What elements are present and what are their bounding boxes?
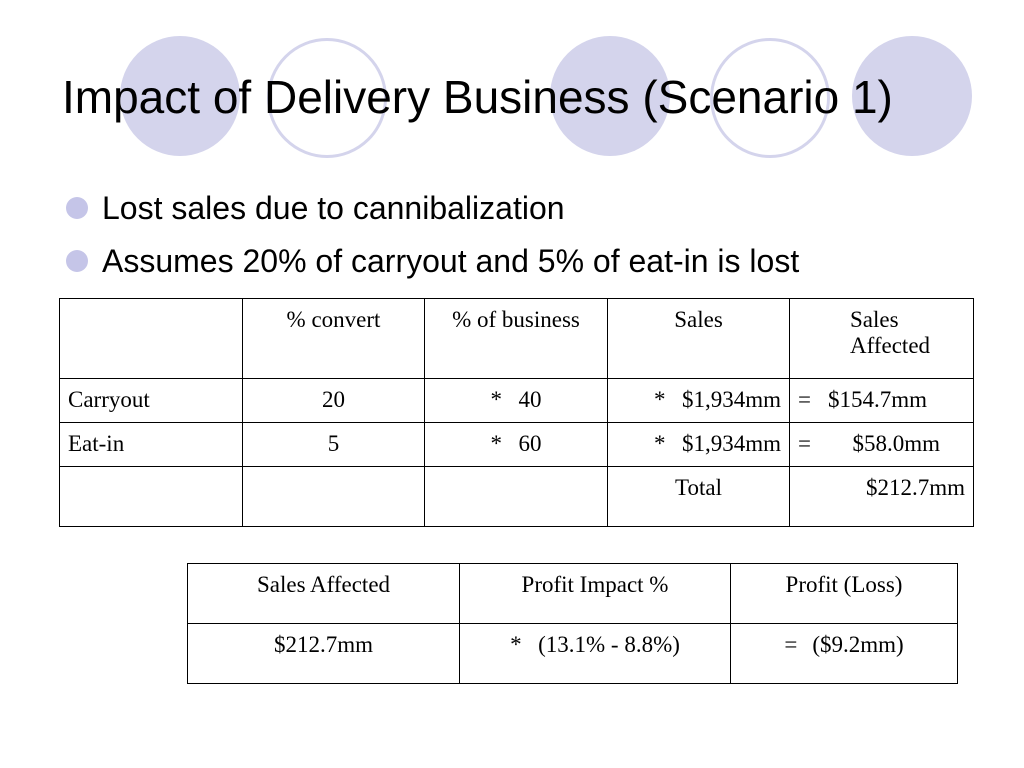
multiply-operator: * [490,431,503,456]
total-value: $212.7mm [789,466,974,527]
header-cell-empty [59,298,243,379]
multiply-operator: * [490,387,503,412]
decor-circle-3 [852,36,972,156]
slide-title: Impact of Delivery Business (Scenario 1) [62,71,893,123]
multiply-operator: * [510,632,522,657]
bullet-item: Lost sales due to cannibalization [66,186,799,239]
decor-circle-1 [120,36,240,156]
header-cell-business: % of business [424,298,608,379]
row-label: Carryout [59,378,243,423]
sales-value: $1,934mm [681,431,781,456]
cell-sales-affected: $212.7mm [187,623,460,684]
equals-operator: = [798,431,811,456]
sales-affected-table: % convert % of business Sales Sales Affe… [59,298,974,527]
bullet-text: Lost sales due to cannibalization [102,190,565,226]
cell-sales: * $1,934mm [607,422,790,467]
bullet-list: Lost sales due to cannibalization Assume… [66,186,799,292]
profit-impact-table: Sales Affected Profit Impact % Profit (L… [187,563,958,684]
cell-convert: 5 [242,422,425,467]
total-label: Total [607,466,790,527]
cell-business: * 60 [424,422,608,467]
sales-value: $1,934mm [681,387,781,412]
equals-operator: = [784,632,798,657]
business-value: 60 [518,431,542,456]
header-cell-sales: Sales [607,298,790,379]
header-cell-convert: % convert [242,298,425,379]
empty-cell [59,466,243,527]
affected-value: $154.7mm [828,387,928,412]
cell-business: * 40 [424,378,608,423]
cell-profit-loss: = ($9.2mm) [730,623,958,684]
table-header-row: % convert % of business Sales Sales Affe… [59,298,974,379]
bullet-dot-icon [66,197,88,219]
cell-convert: 20 [242,378,425,423]
cell-affected: = $154.7mm [789,378,974,423]
loss-value: ($9.2mm) [812,632,904,657]
header-cell-profit-loss: Profit (Loss) [730,563,958,624]
row-label: Eat-in [59,422,243,467]
multiply-operator: * [653,387,666,412]
bullet-dot-icon [66,250,88,272]
affected-value: $58.0mm [852,431,940,456]
bullet-text: Assumes 20% of carryout and 5% of eat-in… [102,243,800,279]
table-header-row: Sales Affected Profit Impact % Profit (L… [187,563,958,624]
multiply-operator: * [653,431,666,456]
table-total-row: Total $212.7mm [59,466,974,527]
cell-profit-impact: * (13.1% - 8.8%) [459,623,731,684]
header-cell-profit-impact: Profit Impact % [459,563,731,624]
header-cell-sales-affected: Sales Affected [789,298,974,379]
empty-cell [242,466,425,527]
cell-sales: * $1,934mm [607,378,790,423]
equals-operator: = [798,387,811,412]
decor-ring-2 [710,38,830,158]
cell-affected: = $58.0mm [789,422,974,467]
empty-cell [424,466,608,527]
impact-value: (13.1% - 8.8%) [538,632,680,657]
business-value: 40 [518,387,542,412]
bullet-item: Assumes 20% of carryout and 5% of eat-in… [66,239,799,292]
table-row: Eat-in 5 * 60 * $1,934mm = $58.0mm [59,422,974,467]
table-row: Carryout 20 * 40 * $1,934mm = $154.7mm [59,378,974,423]
table-row: $212.7mm * (13.1% - 8.8%) = ($9.2mm) [187,623,958,684]
decor-ring-1 [267,38,387,158]
decor-circle-2 [550,36,670,156]
header-cell-sales-affected: Sales Affected [187,563,460,624]
